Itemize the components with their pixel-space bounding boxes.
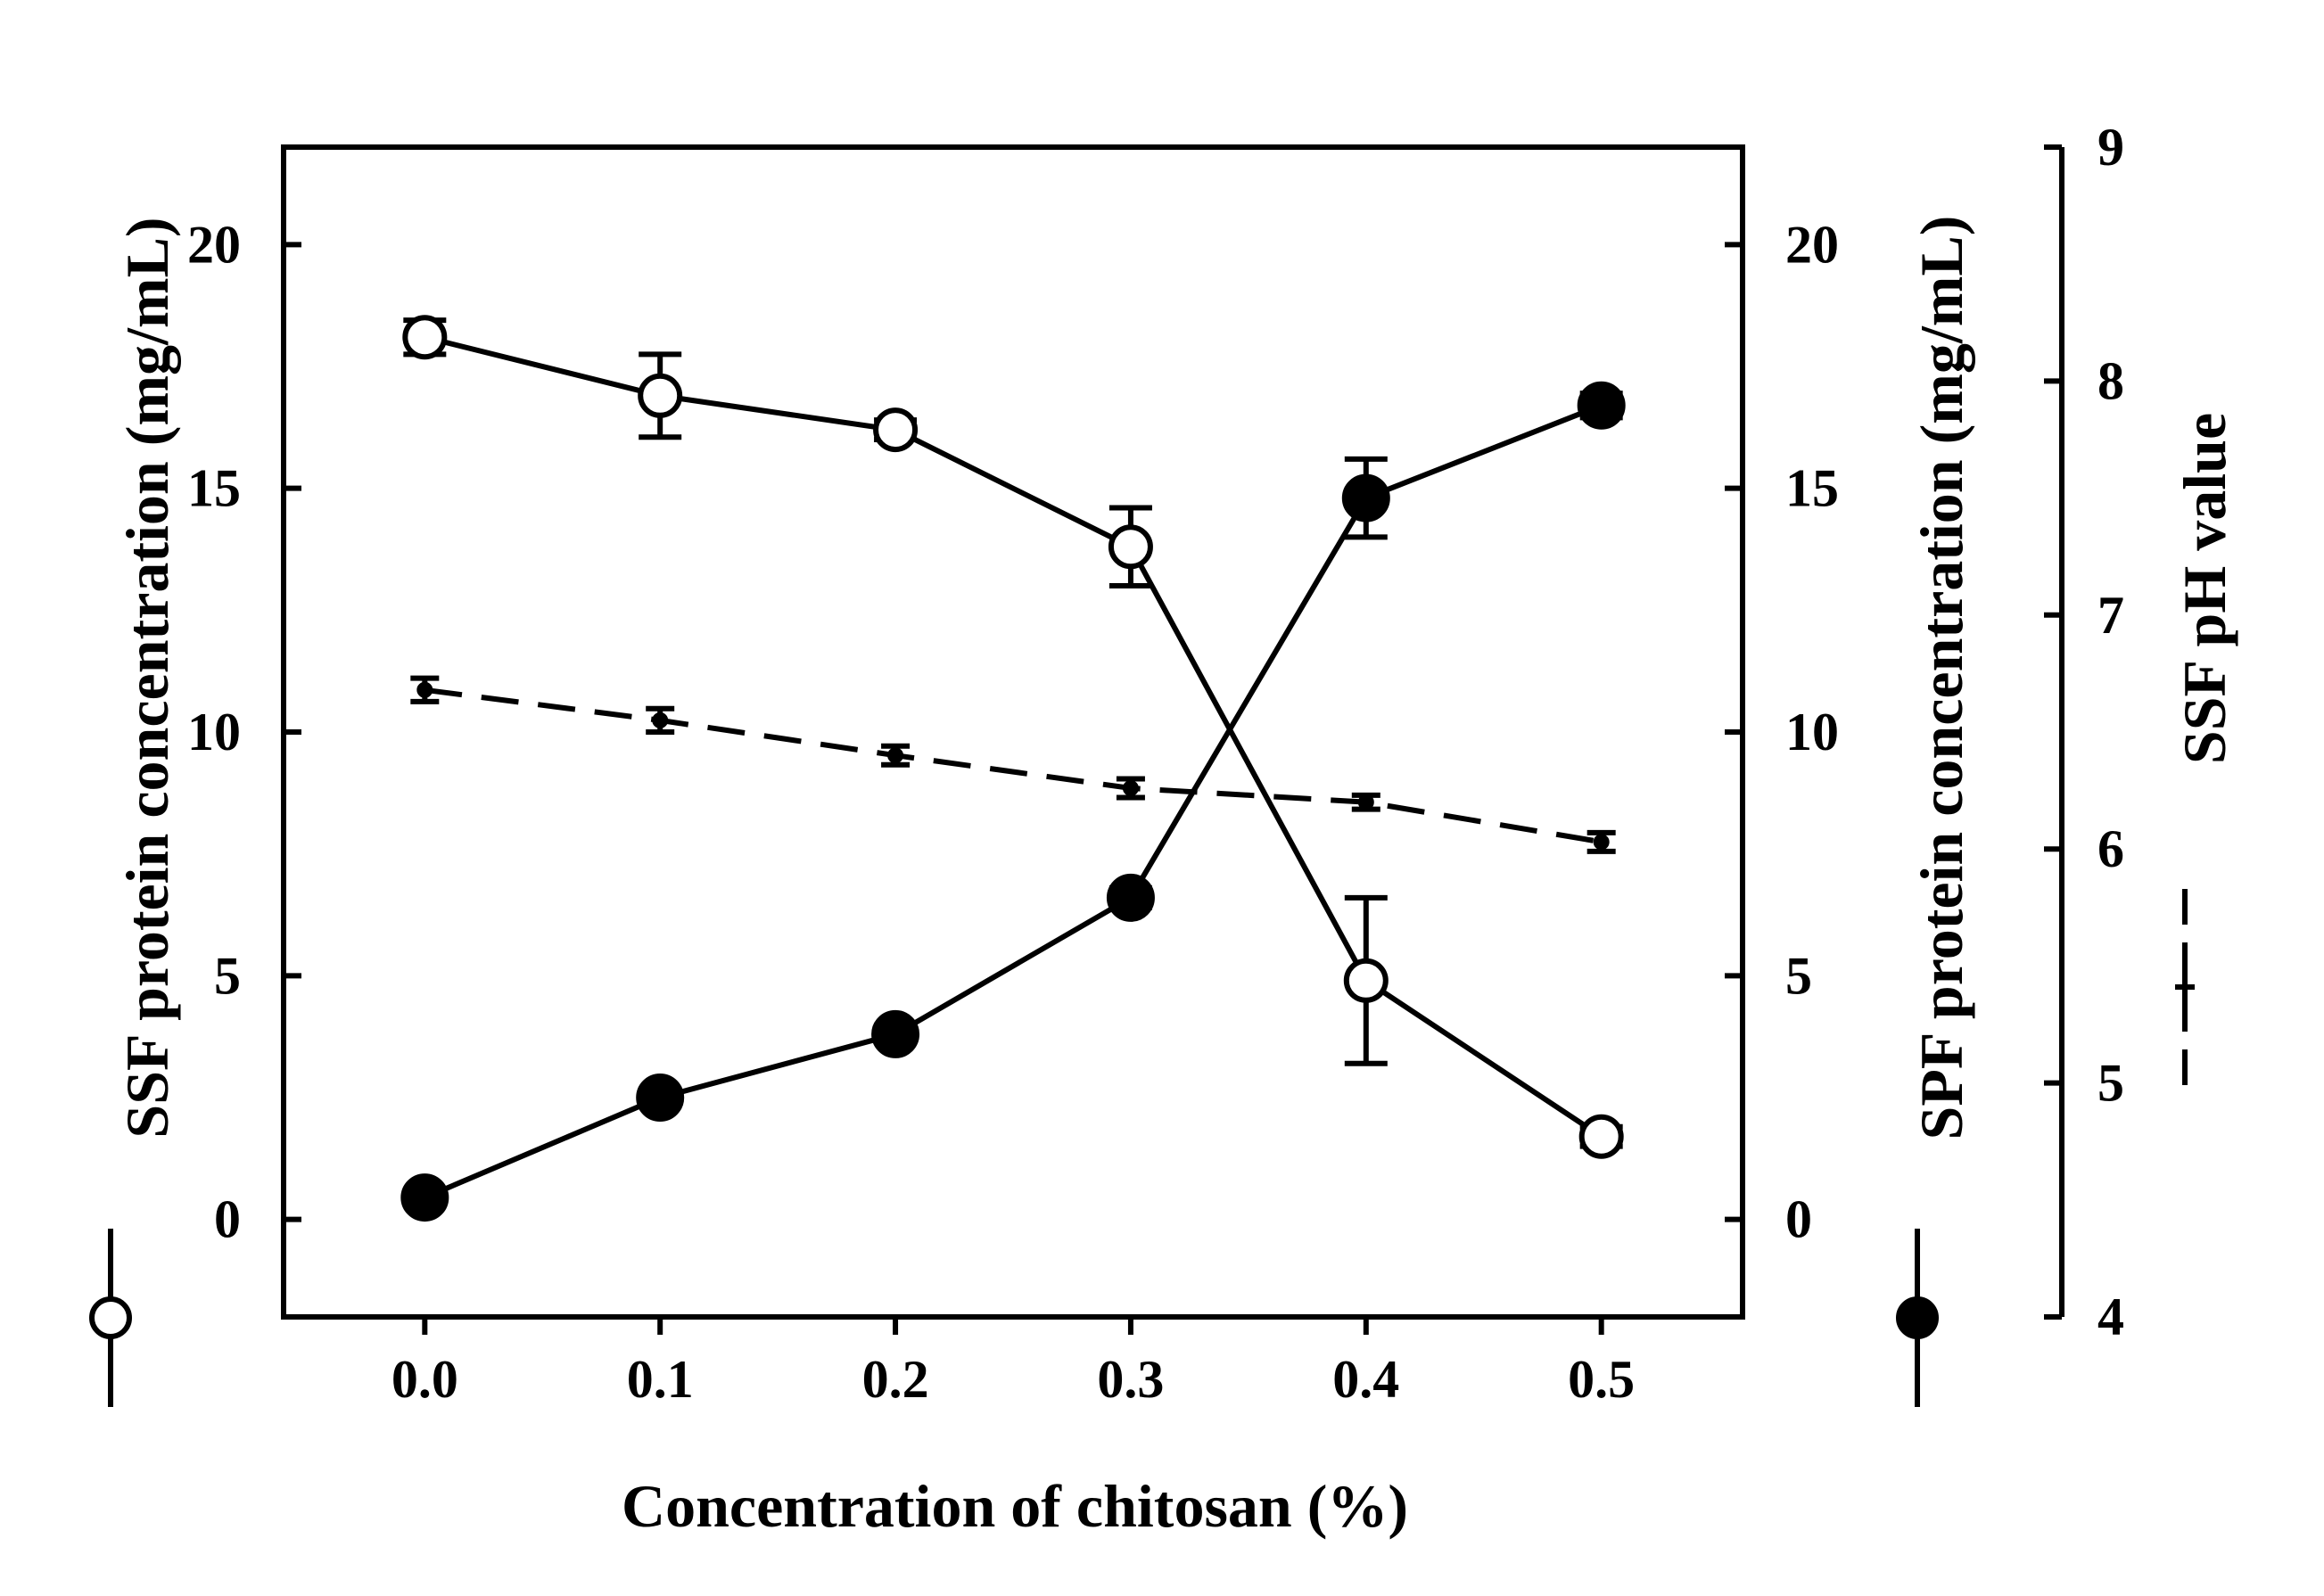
data-point <box>1343 958 1389 1003</box>
series-ssf-ph-value <box>410 675 1616 854</box>
data-point <box>400 1173 449 1222</box>
legend-ssf-ph-glyph <box>2175 889 2195 1085</box>
left-axis-label: SSF protein concentration (mg/mL) <box>113 217 181 1138</box>
left-y-tick-label: 5 <box>214 946 241 1005</box>
data-point <box>1106 873 1155 922</box>
data-point <box>1357 794 1374 810</box>
x-tick-label: 0.5 <box>1568 1350 1635 1409</box>
data-point <box>1122 779 1139 796</box>
series-line <box>424 334 1603 1139</box>
labels-layer: Concentration of chitosan (%) SSF protei… <box>113 216 2238 1540</box>
x-axis-label: Concentration of chitosan (%) <box>622 1472 1408 1540</box>
x-tick-label: 0.4 <box>1332 1350 1399 1409</box>
data-point <box>1577 381 1626 430</box>
legend-ssf-protein-glyph <box>89 1229 132 1407</box>
data-point <box>1341 473 1390 522</box>
ph-y-tick-label: 5 <box>2097 1054 2124 1113</box>
data-point <box>402 315 448 360</box>
ph-y-tick-label: 6 <box>2097 819 2124 878</box>
data-point <box>1108 524 1153 570</box>
right-y-tick-label: 0 <box>1785 1190 1812 1249</box>
axes-layer: 0.0 0.1 0.2 0.3 0.4 0.5 0 5 10 15 20 0 5 10 15 20 4 5 6 7 8 9 <box>89 118 2195 1409</box>
series-spf-protein-concentration <box>400 381 1626 1222</box>
data-point <box>887 747 904 764</box>
ph-y-tick-label: 8 <box>2097 351 2124 410</box>
right-y-tick-label: 20 <box>1785 215 1839 274</box>
right-y-tick-label: 15 <box>1785 459 1839 518</box>
left-y-tick-label: 15 <box>187 459 241 518</box>
left-y-tick-label: 20 <box>187 215 241 274</box>
left-y-tick-label: 10 <box>187 703 241 761</box>
x-tick-label: 0.0 <box>391 1350 458 1409</box>
legend-spf-protein-glyph <box>1896 1229 1939 1407</box>
data-point <box>638 373 683 418</box>
data-point <box>652 712 669 728</box>
series-ssf-protein-concentration <box>402 315 1624 1159</box>
right-axis-1-label: SPF protein concentration (mg/mL) <box>1908 216 1975 1140</box>
legend-spf-protein-glyph-marker <box>1896 1296 1939 1339</box>
data-point <box>871 1009 920 1058</box>
series-line <box>424 402 1603 1200</box>
ph-y-tick-label: 7 <box>2097 586 2124 645</box>
right-axis-2-label: SSF pH value <box>2171 413 2238 764</box>
x-tick-label: 0.2 <box>862 1350 929 1409</box>
right-y-tick-label: 5 <box>1785 946 1812 1005</box>
data-point <box>416 681 433 698</box>
ph-y-tick-label: 4 <box>2097 1287 2124 1346</box>
left-y-tick-label: 0 <box>214 1190 241 1249</box>
data-point <box>873 407 919 453</box>
legend-ssf-protein-glyph-marker <box>89 1296 132 1339</box>
series-line <box>424 687 1603 845</box>
x-tick-label: 0.3 <box>1097 1350 1164 1409</box>
series-layer <box>400 315 1626 1222</box>
data-point <box>1593 834 1610 851</box>
ph-y-tick-label: 9 <box>2097 118 2124 177</box>
x-tick-label: 0.1 <box>627 1350 694 1409</box>
right-y-tick-label: 10 <box>1785 703 1839 761</box>
data-point <box>1578 1114 1624 1159</box>
data-point <box>636 1074 685 1122</box>
